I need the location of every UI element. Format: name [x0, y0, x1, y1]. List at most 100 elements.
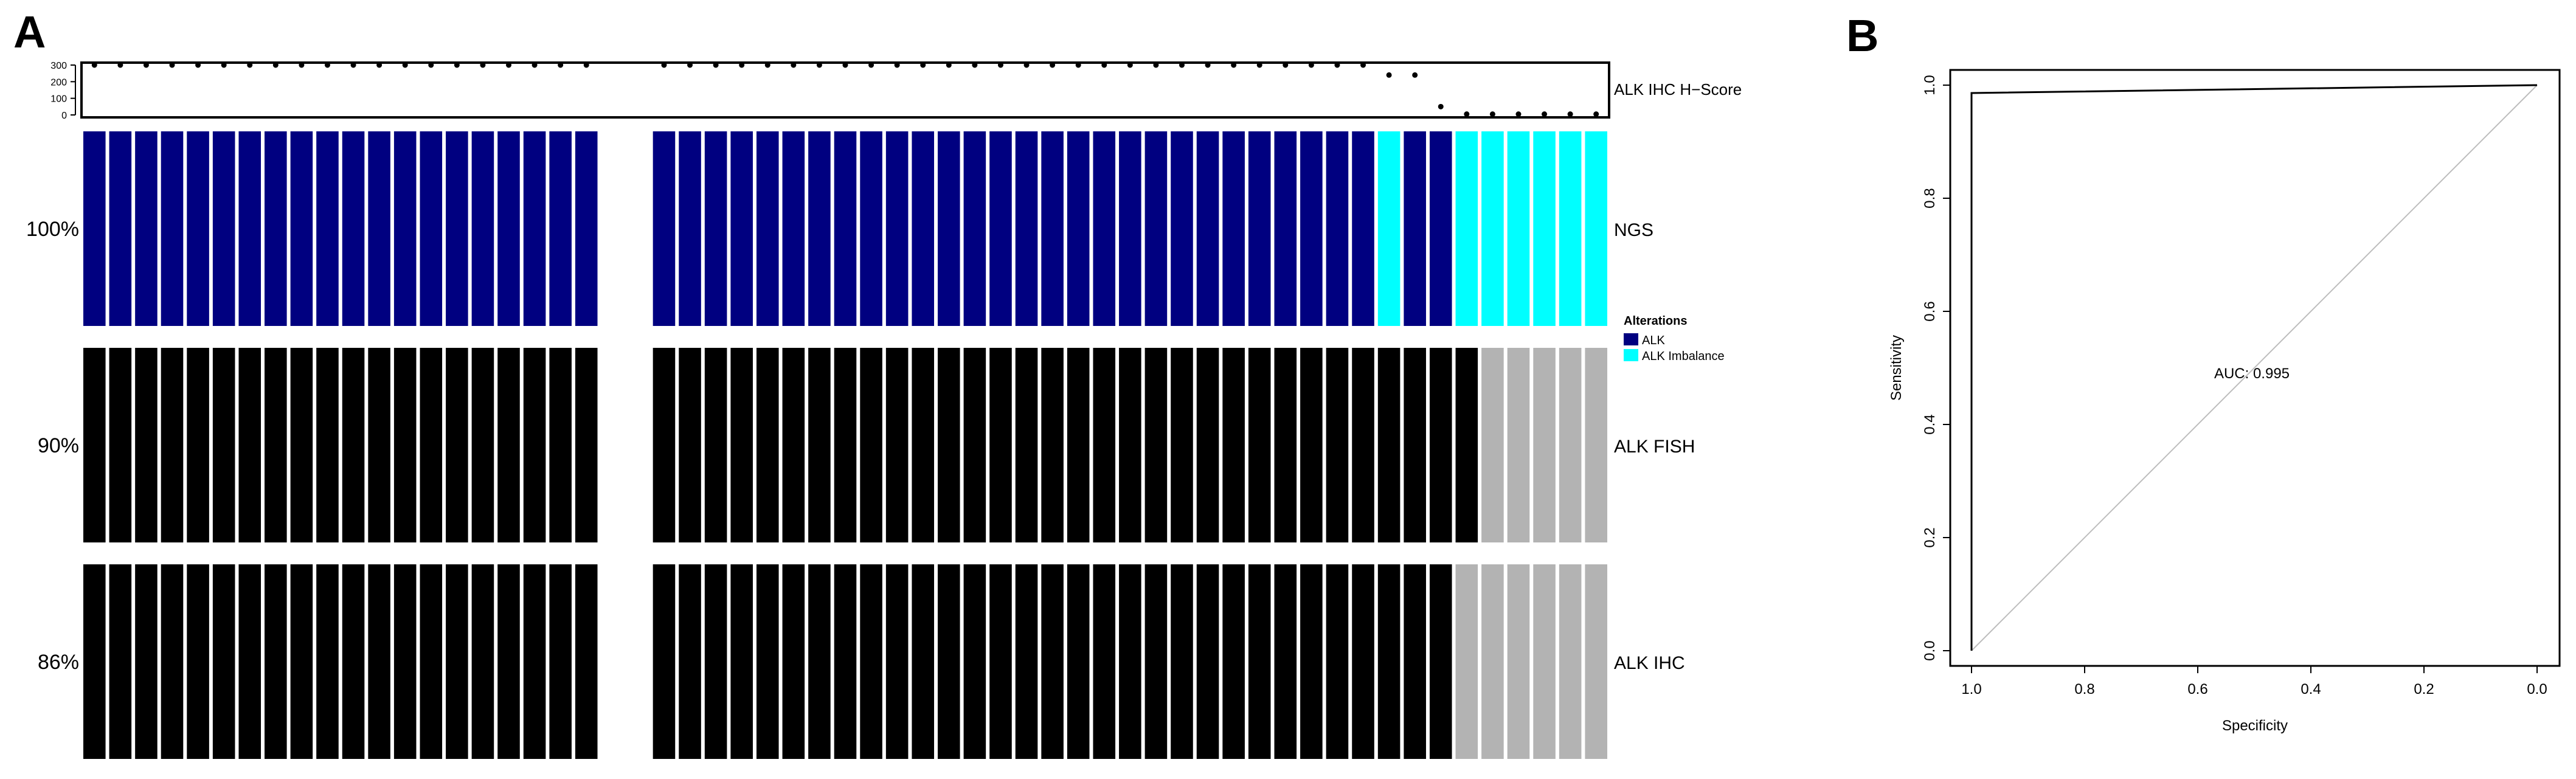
score-point — [1515, 111, 1522, 117]
track-cell — [1300, 564, 1323, 759]
score-point — [531, 62, 538, 68]
track-cell — [808, 564, 831, 759]
track-cell — [1171, 564, 1193, 759]
score-point — [1101, 62, 1107, 68]
track-cell — [1196, 131, 1219, 326]
track-cell — [109, 131, 132, 326]
score-point — [1464, 111, 1470, 117]
track-cell — [834, 131, 857, 326]
track-cell — [730, 564, 753, 759]
track-cell — [989, 131, 1012, 326]
track-cell — [963, 564, 986, 759]
track-cell — [1067, 564, 1090, 759]
score-tick-label: 0 — [61, 111, 67, 121]
score-point — [324, 62, 330, 68]
track-cell — [885, 131, 909, 326]
track-cell — [523, 348, 546, 542]
track-cell — [1274, 564, 1297, 759]
score-point — [1179, 62, 1185, 68]
alteration-tracks: 100% NGS 90% ALK FISH 86% ALK IHC — [26, 131, 1695, 759]
track-cell — [1222, 131, 1245, 326]
track-percent: 90% — [38, 434, 79, 457]
track-cell — [1196, 564, 1219, 759]
track-cell — [1533, 564, 1556, 759]
track-cell — [1326, 131, 1349, 326]
track-cell — [704, 131, 727, 326]
track-cell — [1533, 131, 1556, 326]
track-cell — [1171, 131, 1193, 326]
track-cell — [1144, 348, 1168, 542]
score-point — [480, 62, 486, 68]
track-cell — [1326, 348, 1349, 542]
track-cell — [497, 564, 520, 759]
track-cell — [575, 564, 598, 759]
score-point — [117, 62, 123, 68]
roc-y-tick-label: 0.4 — [1922, 414, 1938, 434]
track-cell — [420, 131, 443, 326]
track-cell — [1481, 348, 1504, 542]
track-cell — [161, 131, 184, 326]
track-cell — [135, 564, 158, 759]
score-point — [764, 62, 770, 68]
track-percent: 100% — [26, 218, 79, 241]
track-cell — [1171, 348, 1193, 542]
track-cell — [1144, 131, 1168, 326]
track-cell — [1093, 131, 1116, 326]
track-cell — [420, 564, 443, 759]
track-cell — [1248, 564, 1271, 759]
track-cell — [187, 348, 209, 542]
track-cell — [212, 348, 235, 542]
score-point — [920, 62, 926, 68]
track-cell — [1326, 564, 1349, 759]
track-cell — [1455, 348, 1478, 542]
track-cell — [1196, 348, 1219, 542]
score-point — [1127, 62, 1133, 68]
score-point — [195, 62, 201, 68]
track-cell — [549, 348, 572, 542]
track-cell — [1455, 131, 1478, 326]
track-cell — [782, 131, 805, 326]
track-cell — [860, 564, 882, 759]
roc-x-tick-label: 1.0 — [1961, 681, 1981, 698]
score-point — [816, 62, 822, 68]
roc-y-tick-label: 0.0 — [1922, 640, 1938, 660]
track-cell — [1585, 348, 1607, 542]
roc-y-tick-label: 0.6 — [1922, 301, 1938, 321]
roc-x-tick-label: 0.4 — [2301, 681, 2321, 698]
track-label: ALK FISH — [1614, 437, 1695, 457]
track-cell — [1585, 564, 1607, 759]
score-point — [842, 62, 848, 68]
track-cell — [1352, 131, 1374, 326]
track-cell — [989, 564, 1012, 759]
roc-reference-diagonal — [1971, 85, 2538, 651]
score-point — [1334, 62, 1340, 68]
track-label: ALK IHC — [1614, 653, 1685, 673]
score-point — [1075, 62, 1081, 68]
score-point — [1153, 62, 1159, 68]
track-cell — [1507, 564, 1530, 759]
roc-x-tick-label: 0.6 — [2187, 681, 2207, 698]
track-cell — [1300, 131, 1323, 326]
track-cell — [1119, 131, 1141, 326]
track-cell — [1404, 564, 1426, 759]
track-cell — [885, 348, 909, 542]
track-cell — [730, 348, 753, 542]
track-cell — [1015, 348, 1038, 542]
track-cell — [1222, 348, 1245, 542]
track-cell — [265, 131, 287, 326]
track-cell — [393, 131, 417, 326]
score-point — [299, 62, 305, 68]
track-cell — [938, 564, 960, 759]
alterations-legend: Alterations ALK ALK Imbalance — [1624, 314, 1725, 363]
track-cell — [161, 564, 184, 759]
track-cell — [161, 348, 184, 542]
track-cell — [316, 564, 339, 759]
track-cell — [109, 348, 132, 542]
track-cell — [265, 564, 287, 759]
track-cell — [808, 131, 831, 326]
track-cell — [187, 131, 209, 326]
score-point — [1308, 62, 1314, 68]
score-point — [558, 62, 564, 68]
track-cell — [1404, 131, 1426, 326]
